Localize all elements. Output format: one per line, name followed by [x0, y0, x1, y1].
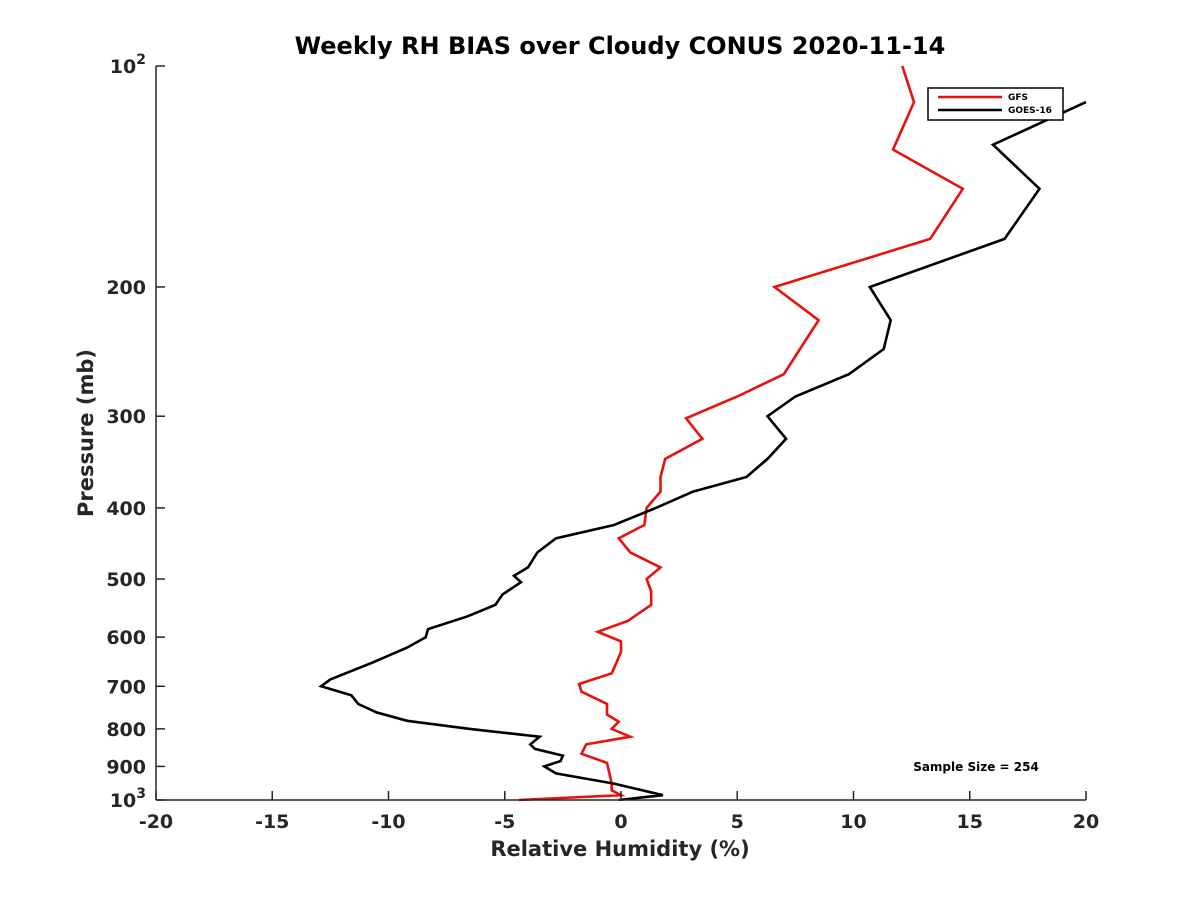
- y-tick-label: 800: [106, 719, 146, 741]
- y-tick-label: 103: [110, 786, 146, 812]
- legend-box: [927, 87, 1064, 121]
- x-tick-label: 10: [840, 811, 866, 833]
- x-tick-label: 0: [614, 811, 627, 833]
- x-tick-label: -10: [371, 811, 405, 833]
- y-axis-label: Pressure (mb): [74, 349, 98, 517]
- x-axis: -20 -15 -10 -5 0 5 10 15 20: [139, 791, 1099, 833]
- y-tick-label: 700: [106, 676, 146, 698]
- series-line-goes16: [318, 100, 1087, 802]
- y-axis: 102 200 300 400 500 600 700 800 900 103: [106, 52, 165, 812]
- legend: GFS GOES-16: [927, 87, 1064, 121]
- x-tick-label: 5: [731, 811, 744, 833]
- x-tick-label: -5: [494, 811, 515, 833]
- y-tick-label: 400: [106, 498, 146, 520]
- y-tick-label: 102: [110, 52, 146, 78]
- series-line-gfs: [518, 65, 965, 802]
- x-tick-label: 20: [1073, 811, 1099, 833]
- y-tick-label: 900: [106, 756, 146, 778]
- y-tick-label: 300: [106, 406, 146, 428]
- chart-title: Weekly RH BIAS over Cloudy CONUS 2020-11…: [295, 32, 946, 60]
- legend-label-goes16: GOES-16: [1008, 106, 1052, 116]
- y-tick-label: 600: [106, 627, 146, 649]
- series-layer: [318, 65, 1087, 802]
- x-axis-label: Relative Humidity (%): [490, 837, 749, 861]
- legend-label-gfs: GFS: [1008, 93, 1028, 103]
- sample-size-annotation: Sample Size = 254: [913, 760, 1039, 774]
- x-tick-label: 15: [957, 811, 983, 833]
- y-tick-label: 500: [106, 569, 146, 591]
- x-tick-label: -20: [139, 811, 173, 833]
- y-tick-label: 200: [106, 277, 146, 299]
- x-tick-label: -15: [255, 811, 289, 833]
